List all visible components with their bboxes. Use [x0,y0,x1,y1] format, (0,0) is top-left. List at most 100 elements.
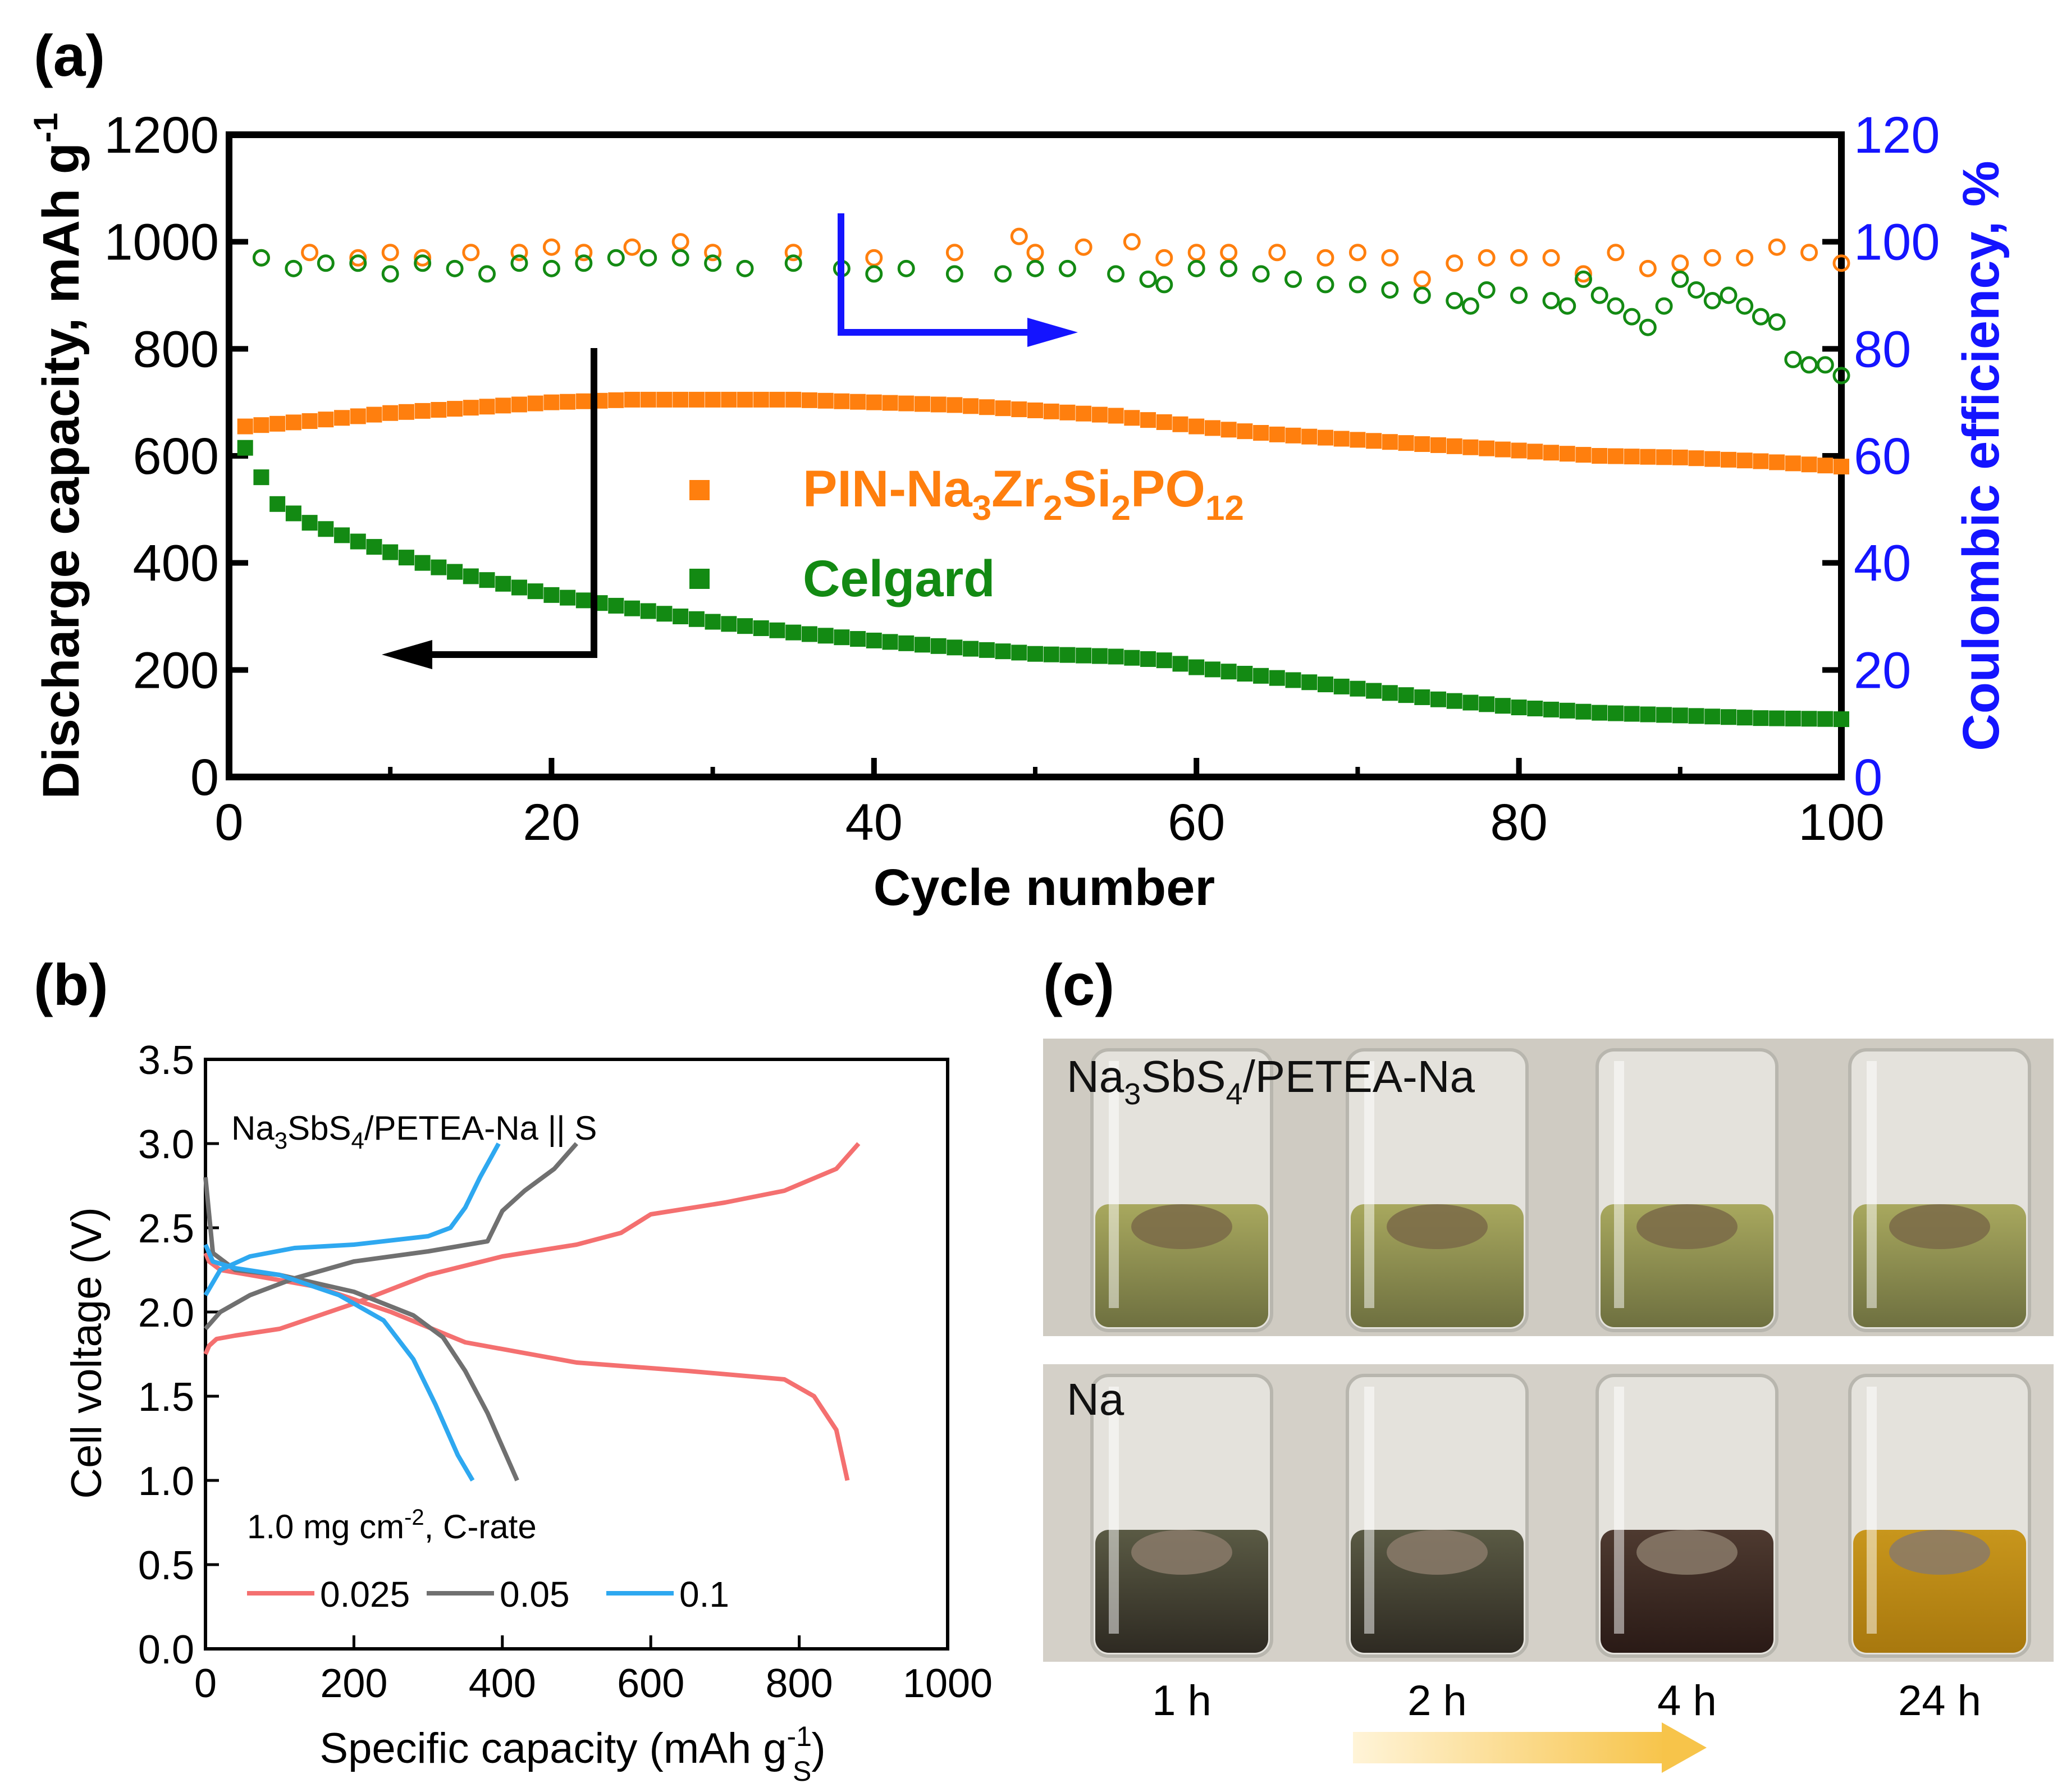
voltage-curve-0.05-charge [203,1142,578,1331]
ce-point [349,254,367,272]
capacity-point [1172,656,1188,672]
capacity-point [431,402,447,418]
x-tick-label: 100 [1798,794,1885,851]
ce-point [1348,276,1366,294]
ce-point [1558,297,1576,315]
b-y-tick-label: 1.0 [138,1459,194,1504]
ce-point [1010,227,1028,245]
capacity-point [1656,707,1672,723]
ce-point [1768,313,1786,331]
capacity-point [1414,689,1430,705]
ce-point [542,259,560,277]
capacity-point [1607,448,1624,464]
vial-highlight [1614,1387,1624,1634]
ce-point [1446,254,1464,272]
ce-point [671,249,689,267]
capacity-point [1301,428,1318,445]
capacity-point [1366,683,1382,699]
ce-point [478,265,496,283]
vial [1346,1374,1529,1658]
capacity-point [479,572,495,588]
capacity-point [1834,459,1849,475]
capacity-point [560,394,576,410]
ce-point [1510,286,1528,304]
capacity-point [1301,674,1318,691]
ce-point [462,244,480,262]
capacity-point [1188,659,1205,675]
ce-point [1478,281,1496,299]
y-tick-label: 1200 [104,107,219,164]
capacity-point [285,414,301,431]
capacity-point [1543,701,1560,717]
capacity-point [947,397,963,413]
ce-point [1413,286,1431,304]
ce-point [1139,270,1157,288]
capacity-point [1834,711,1849,728]
capacity-point [1011,401,1027,418]
ce-point [1220,244,1238,262]
x-tick-label: 0 [214,794,243,851]
y2-tick-label: 80 [1854,321,1911,378]
capacity-point [737,391,753,408]
ce-point [1800,244,1818,262]
y-tick-label: 400 [133,535,220,592]
ce-point [1671,270,1689,288]
capacity-point [705,614,721,630]
ce-point [1123,233,1141,251]
b-x-tick-label: 1000 [903,1661,993,1706]
capacity-point [366,539,382,555]
capacity-point [398,550,414,566]
capacity-point [688,391,705,408]
capacity-point [1237,666,1253,682]
capacity-point [834,629,850,646]
ce-point [623,238,641,256]
y2-tick-label: 0 [1854,749,1882,806]
capacity-point [237,418,253,435]
capacity-point [1333,431,1350,447]
capacity-point [543,394,560,410]
capacity-point [721,616,737,632]
capacity-point [334,410,350,426]
ce-point [736,259,754,277]
capacity-point [963,641,979,657]
capacity-point [608,597,624,614]
vial-disc [1387,1530,1488,1575]
capacity-point [253,469,269,486]
ce-point [1075,238,1092,256]
ce-point [1607,297,1625,315]
capacity-point [1285,672,1301,688]
capacity-point [1076,647,1092,664]
capacity-point [801,626,817,642]
capacity-point [1382,434,1398,450]
capacity-point [1382,685,1398,701]
capacity-point [1559,702,1575,719]
ce-point [1574,265,1592,283]
capacity-point [1720,709,1736,725]
vial [1848,1374,2031,1658]
capacity-point [1494,441,1511,458]
panel-a-label: (a) [34,24,105,89]
capacity-point [318,412,334,428]
capacity-point [1350,432,1366,448]
panel-a-left-axis: 0 200 400 600 800 1000 1200 [104,107,248,806]
b-y-tick-label: 2.5 [138,1206,194,1251]
capacity-point [1462,694,1479,711]
ce-point [897,259,915,277]
capacity-point [1688,708,1704,724]
y2-tick-label: 60 [1854,428,1911,485]
ce-point [784,254,802,272]
panel-b-frame [204,1058,949,1651]
capacity-point [608,392,624,408]
capacity-point [575,393,592,409]
capacity-point [769,622,785,638]
ce-point [1832,367,1850,385]
vial [1090,1048,1273,1332]
b-y-tick-label: 3.0 [138,1122,194,1167]
capacity-point [769,391,785,408]
capacity-point [1592,705,1608,721]
capacity-point [866,632,882,648]
capacity-point [1753,453,1769,469]
capacity-point [511,396,527,413]
capacity-point [1108,648,1124,665]
time-arrow-icon [1353,1722,1707,1773]
